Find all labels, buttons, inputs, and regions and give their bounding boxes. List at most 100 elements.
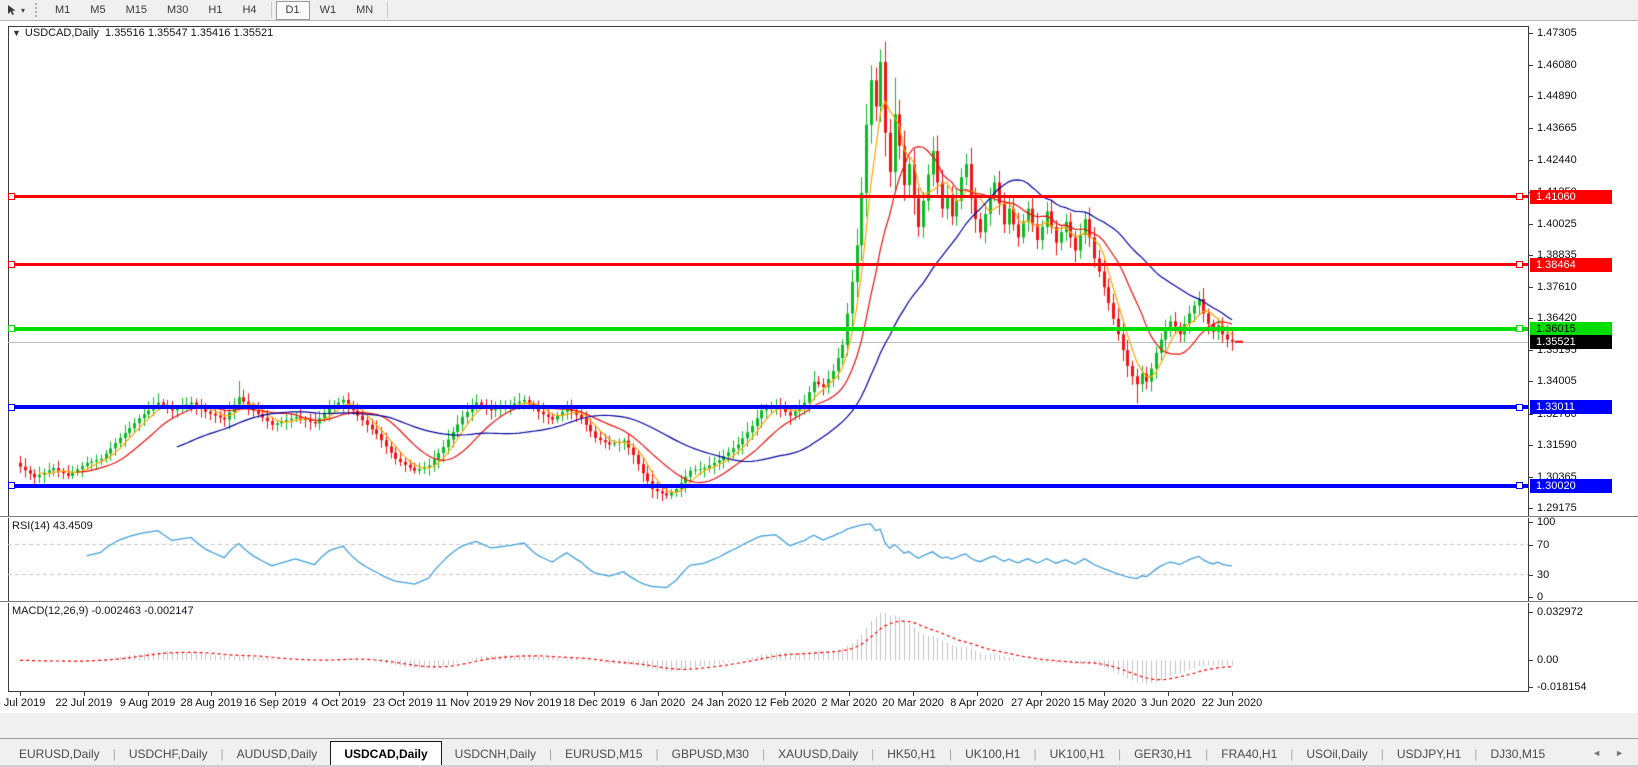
tab-eurusd-m15[interactable]: EURUSD,M15 bbox=[565, 746, 643, 761]
hline-handle[interactable] bbox=[1516, 325, 1523, 333]
hline-handle[interactable] bbox=[8, 482, 15, 490]
date-tick-mark bbox=[275, 692, 276, 696]
period-button-h1[interactable]: H1 bbox=[208, 3, 223, 16]
date-tick-label: 15 May 2020 bbox=[1072, 697, 1137, 709]
date-tick-mark bbox=[785, 692, 786, 696]
tab-scroll-left-icon[interactable]: ◄ bbox=[1592, 747, 1602, 758]
price-tick-label: 1.47305 bbox=[1537, 27, 1577, 39]
period-button-d1[interactable]: D1 bbox=[275, 0, 310, 20]
date-tick-label: 3 Jun 2020 bbox=[1140, 697, 1196, 709]
price-tick-label: 1.36420 bbox=[1537, 312, 1577, 325]
hline-handle[interactable] bbox=[1516, 482, 1523, 490]
date-tick-mark bbox=[339, 692, 340, 696]
macd-panel-separator[interactable] bbox=[0, 601, 1638, 603]
tab-ger30-h1[interactable]: GER30,H1 bbox=[1134, 746, 1193, 761]
toolbar-separator bbox=[270, 2, 272, 18]
tab-usdcnh-daily[interactable]: USDCNH,Daily bbox=[454, 746, 537, 761]
window-bottom-strip bbox=[0, 765, 1638, 767]
period-button-m5[interactable]: M5 bbox=[90, 3, 106, 16]
price-tick-label: 1.34005 bbox=[1537, 375, 1577, 388]
macd-tick-mark bbox=[1528, 660, 1533, 661]
period-button-m30[interactable]: M30 bbox=[166, 3, 189, 16]
rsi-indicator-canvas[interactable] bbox=[8, 518, 1528, 601]
rsi-tick-mark bbox=[1528, 597, 1533, 598]
tab-usdcad-daily[interactable]: USDCAD,Daily bbox=[330, 741, 442, 766]
date-tick-mark bbox=[467, 692, 468, 696]
hline-handle[interactable] bbox=[8, 193, 15, 201]
hline-handle[interactable] bbox=[8, 325, 15, 333]
period-button-m15[interactable]: M15 bbox=[125, 3, 147, 16]
price-tick-mark bbox=[1528, 318, 1533, 319]
hline-1.33011[interactable] bbox=[8, 405, 1528, 410]
cursor-dropdown-icon[interactable]: ▾ bbox=[21, 5, 26, 15]
crosshair-cursor-icon[interactable] bbox=[4, 2, 20, 18]
chart-title: ▼ USDCAD,Daily 1.35516 1.35547 1.35416 1.… bbox=[12, 27, 273, 39]
hline-1.36015[interactable] bbox=[8, 326, 1528, 331]
date-tick-mark bbox=[403, 692, 404, 696]
tab-usoil-daily[interactable]: USOil,Daily bbox=[1306, 746, 1368, 761]
macd-indicator-canvas[interactable] bbox=[8, 603, 1528, 691]
tab-separator: | bbox=[220, 746, 224, 761]
tab-separator: | bbox=[761, 746, 766, 761]
tab-uk100-h1[interactable]: UK100,H1 bbox=[965, 746, 1021, 761]
rsi-label: RSI(14) 43.4509 bbox=[12, 520, 93, 532]
hline-handle[interactable] bbox=[8, 403, 15, 411]
period-button-h4[interactable]: H4 bbox=[242, 3, 257, 16]
chart-tabbar: EURUSD,Daily | USDCHF,Daily | AUDUSD,Daily US… bbox=[0, 738, 1638, 767]
price-tick-label: 1.42440 bbox=[1537, 154, 1577, 167]
price-tick-mark bbox=[1528, 224, 1533, 225]
tab-fra40-h1[interactable]: FRA40,H1 bbox=[1221, 746, 1278, 761]
price-tick-mark bbox=[1528, 381, 1533, 382]
date-tick-label: 20 Mar 2020 bbox=[882, 697, 944, 709]
chart-collapse-icon[interactable]: ▼ bbox=[12, 28, 21, 38]
chart-ohlc-text: 1.35516 1.35547 1.35416 1.35521 bbox=[105, 27, 274, 39]
macd-label: MACD(12,26,9) -0.002463 -0.002147 bbox=[12, 605, 194, 617]
price-chart-canvas[interactable] bbox=[8, 26, 1528, 516]
hline-handle[interactable] bbox=[1516, 193, 1523, 201]
price-tick-mark bbox=[1528, 508, 1533, 509]
hline-1.41060[interactable] bbox=[8, 195, 1528, 199]
tab-xauusd-daily[interactable]: XAUUSD,Daily bbox=[778, 746, 859, 761]
hline-handle[interactable] bbox=[1516, 403, 1523, 411]
date-tick-label: 23 Oct 2019 bbox=[372, 697, 433, 709]
hline-handle[interactable] bbox=[8, 261, 15, 269]
date-tick-mark bbox=[594, 692, 595, 696]
price-tick-label: 1.29175 bbox=[1537, 502, 1577, 514]
tab-eurusd-daily[interactable]: EURUSD,Daily bbox=[19, 746, 100, 761]
tab-audusd-daily[interactable]: AUDUSD,Daily bbox=[236, 746, 318, 761]
price-tick-label: 1.43665 bbox=[1537, 122, 1577, 135]
price-tick-label: 1.44890 bbox=[1537, 90, 1577, 103]
rsi-tick-label: 30 bbox=[1537, 568, 1550, 581]
tab-separator: | bbox=[1117, 746, 1122, 761]
date-tick-mark bbox=[530, 692, 531, 696]
price-tick-mark bbox=[1528, 445, 1533, 446]
date-tick-label: 28 Aug 2019 bbox=[180, 697, 243, 709]
period-button-w1[interactable]: W1 bbox=[319, 3, 337, 16]
date-tick-mark bbox=[977, 692, 978, 696]
rsi-panel-separator[interactable] bbox=[0, 516, 1638, 518]
period-button-mn[interactable]: MN bbox=[356, 3, 374, 16]
tab-dj30-m15[interactable]: DJ30,M15 bbox=[1490, 746, 1546, 761]
tab-gbpusd-m30[interactable]: GBPUSD,M30 bbox=[671, 746, 749, 761]
tab-separator: | bbox=[871, 746, 875, 761]
hline-1.38464[interactable] bbox=[8, 263, 1528, 267]
macd-tick-label: 0.00 bbox=[1537, 654, 1559, 667]
tab-usdjpy-h1[interactable]: USDJPY,H1 bbox=[1396, 746, 1462, 761]
price-tick-mark bbox=[1528, 65, 1533, 66]
plot-border-right bbox=[1528, 26, 1529, 691]
hline-1.30020[interactable] bbox=[8, 483, 1528, 488]
price-tick-mark bbox=[1528, 477, 1533, 478]
date-tick-mark bbox=[1232, 692, 1233, 696]
tab-usdchf-daily[interactable]: USDCHF,Daily bbox=[128, 746, 208, 761]
hline-handle[interactable] bbox=[1516, 261, 1523, 269]
price-badge-1.41060: 1.41060 bbox=[1530, 189, 1612, 204]
tab-uk100-h1[interactable]: UK100,H1 bbox=[1049, 746, 1105, 761]
date-tick-label: 2 Mar 2020 bbox=[821, 697, 878, 709]
tab-separator: | bbox=[1290, 746, 1294, 761]
toolbar-grip[interactable] bbox=[35, 3, 38, 17]
date-tick-label: 16 Sep 2019 bbox=[243, 697, 307, 709]
period-button-m1[interactable]: M1 bbox=[55, 3, 71, 16]
price-tick-mark bbox=[1528, 96, 1533, 97]
tab-scroll-right-icon[interactable]: ► bbox=[1615, 747, 1624, 758]
tab-hk50-h1[interactable]: HK50,H1 bbox=[887, 746, 936, 761]
